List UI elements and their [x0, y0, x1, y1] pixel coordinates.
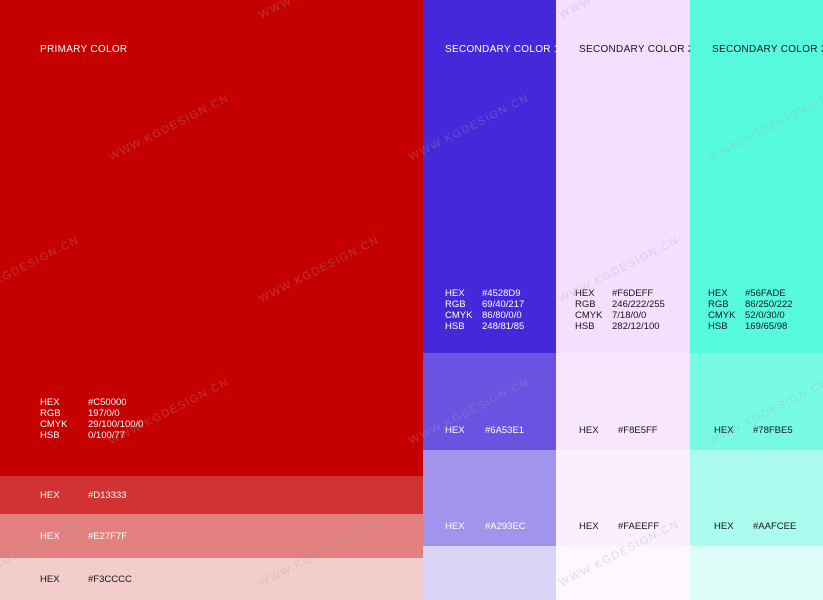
- tint-hex-value: #6A53E1: [485, 425, 525, 436]
- cmyk-spec-row: CMYK 52/0/30/0: [708, 310, 793, 321]
- hex-label: HEX: [40, 489, 60, 501]
- tint-hex-value: #F8E5FF: [618, 425, 658, 436]
- secondary-2-swatch: SECONDARY COLOR 2 HEX #F6DEFF RGB 246/222/…: [556, 0, 693, 353]
- hex-label: HEX: [445, 521, 465, 532]
- hsb-value: 0/100/77: [88, 430, 125, 441]
- hex-label: HEX: [708, 288, 728, 299]
- hsb-spec-row: HSB 0/100/77: [40, 430, 143, 441]
- hex-value: #C50000: [88, 397, 127, 408]
- secondary-color-2-column: SECONDARY COLOR 2 HEX #F6DEFF RGB 246/222/…: [556, 0, 693, 600]
- color-specs: HEX #C50000 RGB 197/0/0 CMYK 29/100/100/0 H…: [40, 397, 143, 441]
- rgb-label: RGB: [445, 299, 466, 310]
- cmyk-value: 86/80/0/0: [482, 310, 522, 321]
- rgb-spec-row: RGB 197/0/0: [40, 408, 143, 419]
- hsb-spec-row: HSB 248/81/85: [445, 321, 524, 332]
- secondary-1-swatch: SECONDARY COLOR 1 HEX #4528D9 RGB 69/40/21…: [423, 0, 559, 353]
- tint-hex-value: #F3CCCC: [88, 573, 132, 585]
- tint-swatch: HEX#FDF8FF: [556, 546, 690, 600]
- cmyk-value: 52/0/30/0: [745, 310, 785, 321]
- hex-spec-row: HEX #F6DEFF: [575, 288, 665, 299]
- rgb-value: 86/250/222: [745, 299, 793, 310]
- hsb-label: HSB: [575, 321, 595, 332]
- tint-swatch: HEX#DAD4F7: [423, 546, 556, 600]
- rgb-spec-row: RGB 69/40/217: [445, 299, 524, 310]
- hsb-value: 169/65/98: [745, 321, 788, 332]
- tint-swatch: HEX #FAEEFF: [556, 450, 690, 546]
- hex-label: HEX: [714, 521, 734, 532]
- hsb-label: HSB: [40, 430, 60, 441]
- hex-label: HEX: [40, 573, 60, 585]
- tint-swatch: HEX #F8E5FF: [556, 353, 690, 450]
- column-title: PRIMARY COLOR: [40, 44, 128, 55]
- secondary-3-swatch: SECONDARY COLOR 3 HEX #56FADE RGB 86/250/2…: [690, 0, 823, 353]
- hex-value: #4528D9: [482, 288, 521, 299]
- tint-hex-value: #78FBE5: [753, 425, 793, 436]
- tint-swatch: HEX #AAFCEE: [690, 450, 823, 546]
- cmyk-value: 29/100/100/0: [88, 419, 144, 430]
- rgb-label: RGB: [708, 299, 729, 310]
- column-title: SECONDARY COLOR 3: [712, 44, 823, 55]
- hsb-value: 282/12/100: [612, 321, 660, 332]
- hex-value: #56FADE: [745, 288, 786, 299]
- cmyk-label: CMYK: [575, 310, 603, 321]
- tint-hex-value: #FAEEFF: [618, 521, 660, 532]
- secondary-color-3-column: SECONDARY COLOR 3 HEX #56FADE RGB 86/250/2…: [690, 0, 823, 600]
- tint-swatch: HEX#DDFEF8: [690, 546, 823, 600]
- tint-swatch: HEX #D13333: [0, 476, 423, 514]
- tint-swatch: HEX #6A53E1: [423, 353, 556, 450]
- cmyk-spec-row: CMYK 7/18/0/0: [575, 310, 665, 321]
- hex-spec-row: HEX #C50000: [40, 397, 143, 408]
- column-title: SECONDARY COLOR 1: [445, 44, 560, 55]
- hex-label: HEX: [40, 530, 60, 542]
- color-specs: HEX #F6DEFF RGB 246/222/255 CMYK 7/18/0/0 H…: [575, 288, 665, 332]
- hex-value: #F6DEFF: [612, 288, 654, 299]
- secondary-color-1-column: SECONDARY COLOR 1 HEX #4528D9 RGB 69/40/21…: [423, 0, 559, 600]
- rgb-spec-row: RGB 86/250/222: [708, 299, 793, 310]
- tint-hex-value: #A293EC: [485, 521, 526, 532]
- hsb-spec-row: HSB 282/12/100: [575, 321, 665, 332]
- hex-label: HEX: [579, 425, 599, 436]
- primary-color-swatch: PRIMARY COLOR HEX #C50000 RGB 197/0/0 CMYK…: [0, 0, 423, 476]
- column-title: SECONDARY COLOR 2: [579, 44, 694, 55]
- hex-label: HEX: [579, 521, 599, 532]
- cmyk-spec-row: CMYK 29/100/100/0: [40, 419, 143, 430]
- hsb-label: HSB: [445, 321, 465, 332]
- color-specs: HEX #56FADE RGB 86/250/222 CMYK 52/0/30/0 H…: [708, 288, 793, 332]
- rgb-label: RGB: [575, 299, 596, 310]
- primary-color-column: PRIMARY COLOR HEX #C50000 RGB 197/0/0 CMYK…: [0, 0, 423, 600]
- hex-spec-row: HEX #56FADE: [708, 288, 793, 299]
- tint-swatch: HEX #78FBE5: [690, 353, 823, 450]
- rgb-value: 69/40/217: [482, 299, 525, 310]
- rgb-label: RGB: [40, 408, 61, 419]
- tint-swatch: HEX #A293EC: [423, 450, 556, 546]
- hex-label: HEX: [575, 288, 595, 299]
- hsb-spec-row: HSB 169/65/98: [708, 321, 793, 332]
- cmyk-label: CMYK: [445, 310, 473, 321]
- hsb-value: 248/81/85: [482, 321, 525, 332]
- tint-hex-value: #D13333: [88, 489, 127, 501]
- hex-label: HEX: [40, 397, 60, 408]
- hex-label: HEX: [445, 288, 465, 299]
- hex-spec-row: HEX #4528D9: [445, 288, 524, 299]
- cmyk-value: 7/18/0/0: [612, 310, 647, 321]
- cmyk-spec-row: CMYK 86/80/0/0: [445, 310, 524, 321]
- rgb-spec-row: RGB 246/222/255: [575, 299, 665, 310]
- rgb-value: 197/0/0: [88, 408, 120, 419]
- hex-label: HEX: [445, 425, 465, 436]
- rgb-value: 246/222/255: [612, 299, 665, 310]
- tint-swatch: HEX #E27F7F: [0, 514, 423, 558]
- tint-hex-value: #E27F7F: [88, 530, 128, 542]
- hex-label: HEX: [714, 425, 734, 436]
- tint-hex-value: #AAFCEE: [753, 521, 797, 532]
- cmyk-label: CMYK: [40, 419, 68, 430]
- cmyk-label: CMYK: [708, 310, 736, 321]
- tint-swatch: HEX #F3CCCC: [0, 558, 423, 600]
- hsb-label: HSB: [708, 321, 728, 332]
- color-specs: HEX #4528D9 RGB 69/40/217 CMYK 86/80/0/0 HS…: [445, 288, 524, 332]
